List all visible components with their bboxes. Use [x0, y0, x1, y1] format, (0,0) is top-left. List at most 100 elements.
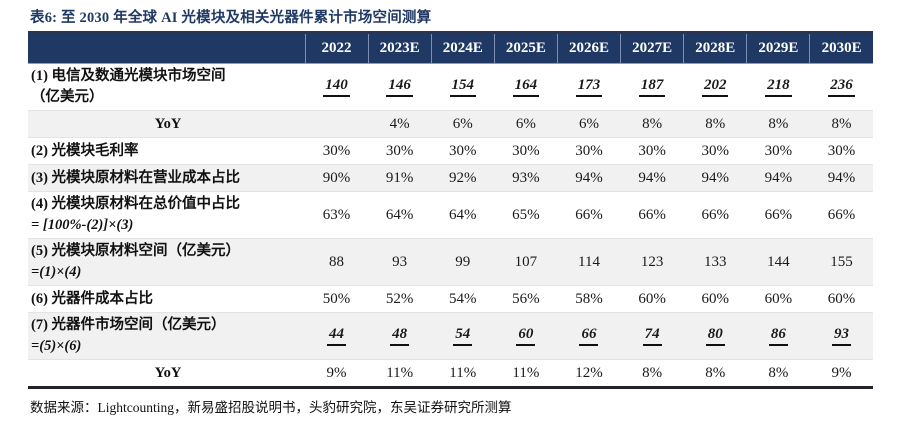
value-cell: 94% — [764, 169, 793, 186]
value-cell: 8% — [768, 364, 789, 381]
value-cell: 66% — [764, 206, 793, 223]
value-cell: 30% — [701, 142, 729, 159]
emphasized-value: 218 — [765, 77, 792, 97]
value-cell: 66% — [827, 206, 856, 223]
value-cell: 93 — [810, 313, 873, 360]
market-forecast-table: 2022 2023E 2024E 2025E 2026E 2027E 2028E 2029E 2… — [28, 34, 873, 386]
value-cell: 94% — [638, 169, 666, 186]
value-cell: 8% — [705, 364, 726, 381]
row-label: (3) 光模块原材料在营业成本占比 — [31, 169, 241, 186]
table-title: 表6: 至 2030 年全球 AI 光模块及相关光器件累计市场空间测算 — [30, 10, 432, 26]
column-header: 2024E — [430, 34, 495, 64]
emphasized-value: 187 — [638, 77, 666, 97]
emphasized-value: 66 — [579, 326, 599, 346]
value-cell: 52% — [385, 290, 414, 307]
value-cell: 94% — [701, 169, 729, 186]
value-cell: 123 — [640, 253, 664, 270]
column-header: 2027E — [620, 34, 684, 64]
value-cell: 173 — [557, 64, 620, 111]
table-row: (7) 光器件市场空间（亿美元） =(5)×(6) 44 48 54 60 66 74 80 86… — [28, 312, 873, 360]
value-cell: 74 — [621, 313, 684, 360]
column-header: 2030E — [809, 34, 873, 64]
value-cell: 8% — [831, 115, 852, 132]
value-cell: 8% — [642, 115, 663, 132]
value-cell: 93 — [392, 253, 408, 270]
emphasized-value: 236 — [828, 77, 855, 97]
value-cell: 66% — [701, 206, 729, 223]
value-cell: 6% — [515, 115, 536, 132]
value-cell: 93% — [512, 169, 540, 186]
table-row: (3) 光模块原材料在营业成本占比 90% 91% 92% 93% 94% 94% 94% 94… — [28, 164, 873, 192]
table-row: (4) 光模块原材料在总价值中占比 = [100%-(2)]×(3) 63% 64% 6… — [28, 191, 873, 239]
value-cell: 30% — [764, 142, 793, 159]
table-row: (6) 光器件成本占比 50% 52% 54% 56% 58% 60% 60% 60% 60% — [28, 285, 873, 313]
value-cell: 60% — [638, 290, 666, 307]
value-cell: 8% — [705, 115, 726, 132]
value-cell: 9% — [831, 364, 852, 381]
row-label: (6) 光器件成本占比 — [31, 290, 154, 307]
value-cell: 65% — [512, 206, 540, 223]
value-cell: 144 — [767, 253, 790, 270]
value-cell: 60% — [701, 290, 729, 307]
value-cell: 114 — [578, 253, 600, 270]
value-cell: 66% — [638, 206, 666, 223]
emphasized-value: 146 — [386, 77, 413, 97]
value-cell: 60 — [494, 313, 557, 360]
row-label: (5) 光模块原材料空间（亿美元） =(1)×(4) — [31, 243, 241, 280]
value-cell: 60% — [827, 290, 856, 307]
table-body: (1) 电信及数通光模块市场空间 （亿美元） 140 146 154 164 173 187 2… — [28, 64, 873, 387]
value-cell: 86 — [747, 313, 810, 360]
value-cell: 91% — [385, 169, 414, 186]
value-cell: 30% — [575, 142, 603, 159]
row-label: (4) 光模块原材料在总价值中占比 = [100%-(2)]×(3) — [31, 196, 241, 233]
value-cell: 58% — [575, 290, 603, 307]
value-cell: 48 — [368, 313, 431, 360]
table-row: (2) 光模块毛利率 30% 30% 30% 30% 30% 30% 30% 30% 30% — [28, 137, 873, 165]
value-cell: 64% — [449, 206, 477, 223]
value-cell: 30% — [638, 142, 666, 159]
emphasized-value: 54 — [453, 326, 473, 346]
value-cell: 44 — [305, 313, 368, 360]
value-cell: 94% — [575, 169, 603, 186]
value-cell: 30% — [322, 142, 351, 159]
value-cell: 56% — [512, 290, 540, 307]
value-cell: 6% — [452, 115, 473, 132]
value-cell — [305, 111, 368, 138]
table-row: (1) 电信及数通光模块市场空间 （亿美元） 140 146 154 164 173 187 2… — [28, 64, 873, 111]
table-row: YoY 4% 6% 6% 6% 8% 8% 8% 8% — [28, 110, 873, 138]
column-header: 2022 — [304, 34, 369, 64]
value-cell: 218 — [747, 64, 810, 111]
value-cell: 66% — [575, 206, 603, 223]
value-cell: 133 — [703, 253, 727, 270]
value-cell: 8% — [642, 364, 663, 381]
value-cell: 50% — [322, 290, 351, 307]
value-cell: 63% — [322, 206, 351, 223]
value-cell: 88 — [329, 253, 345, 270]
emphasized-value: 93 — [831, 326, 851, 346]
value-cell: 54 — [431, 313, 494, 360]
row-label: (7) 光器件市场空间（亿美元） =(5)×(6) — [31, 317, 226, 354]
value-cell: 11% — [512, 364, 540, 381]
emphasized-value: 173 — [575, 77, 603, 97]
header-row: 2022 2023E 2024E 2025E 2026E 2027E 2028E 2029E 2… — [28, 34, 873, 64]
table-bottom-rule — [28, 386, 873, 389]
emphasized-value: 74 — [642, 326, 662, 346]
value-cell: 99 — [455, 253, 471, 270]
emphasized-value: 48 — [390, 326, 410, 346]
value-cell: 30% — [512, 142, 540, 159]
emphasized-value: 86 — [768, 326, 788, 346]
column-header: 2028E — [683, 34, 747, 64]
value-cell: 4% — [389, 115, 410, 132]
value-cell: 187 — [621, 64, 684, 111]
value-cell: 9% — [326, 364, 347, 381]
value-cell: 30% — [827, 142, 856, 159]
header-corner-cell — [28, 34, 305, 64]
value-cell: 6% — [578, 115, 599, 132]
value-cell: 94% — [827, 169, 856, 186]
value-cell: 154 — [431, 64, 494, 111]
value-cell: 60% — [764, 290, 793, 307]
emphasized-value: 164 — [512, 77, 540, 97]
row-label: YoY — [154, 115, 182, 132]
value-cell: 30% — [449, 142, 477, 159]
